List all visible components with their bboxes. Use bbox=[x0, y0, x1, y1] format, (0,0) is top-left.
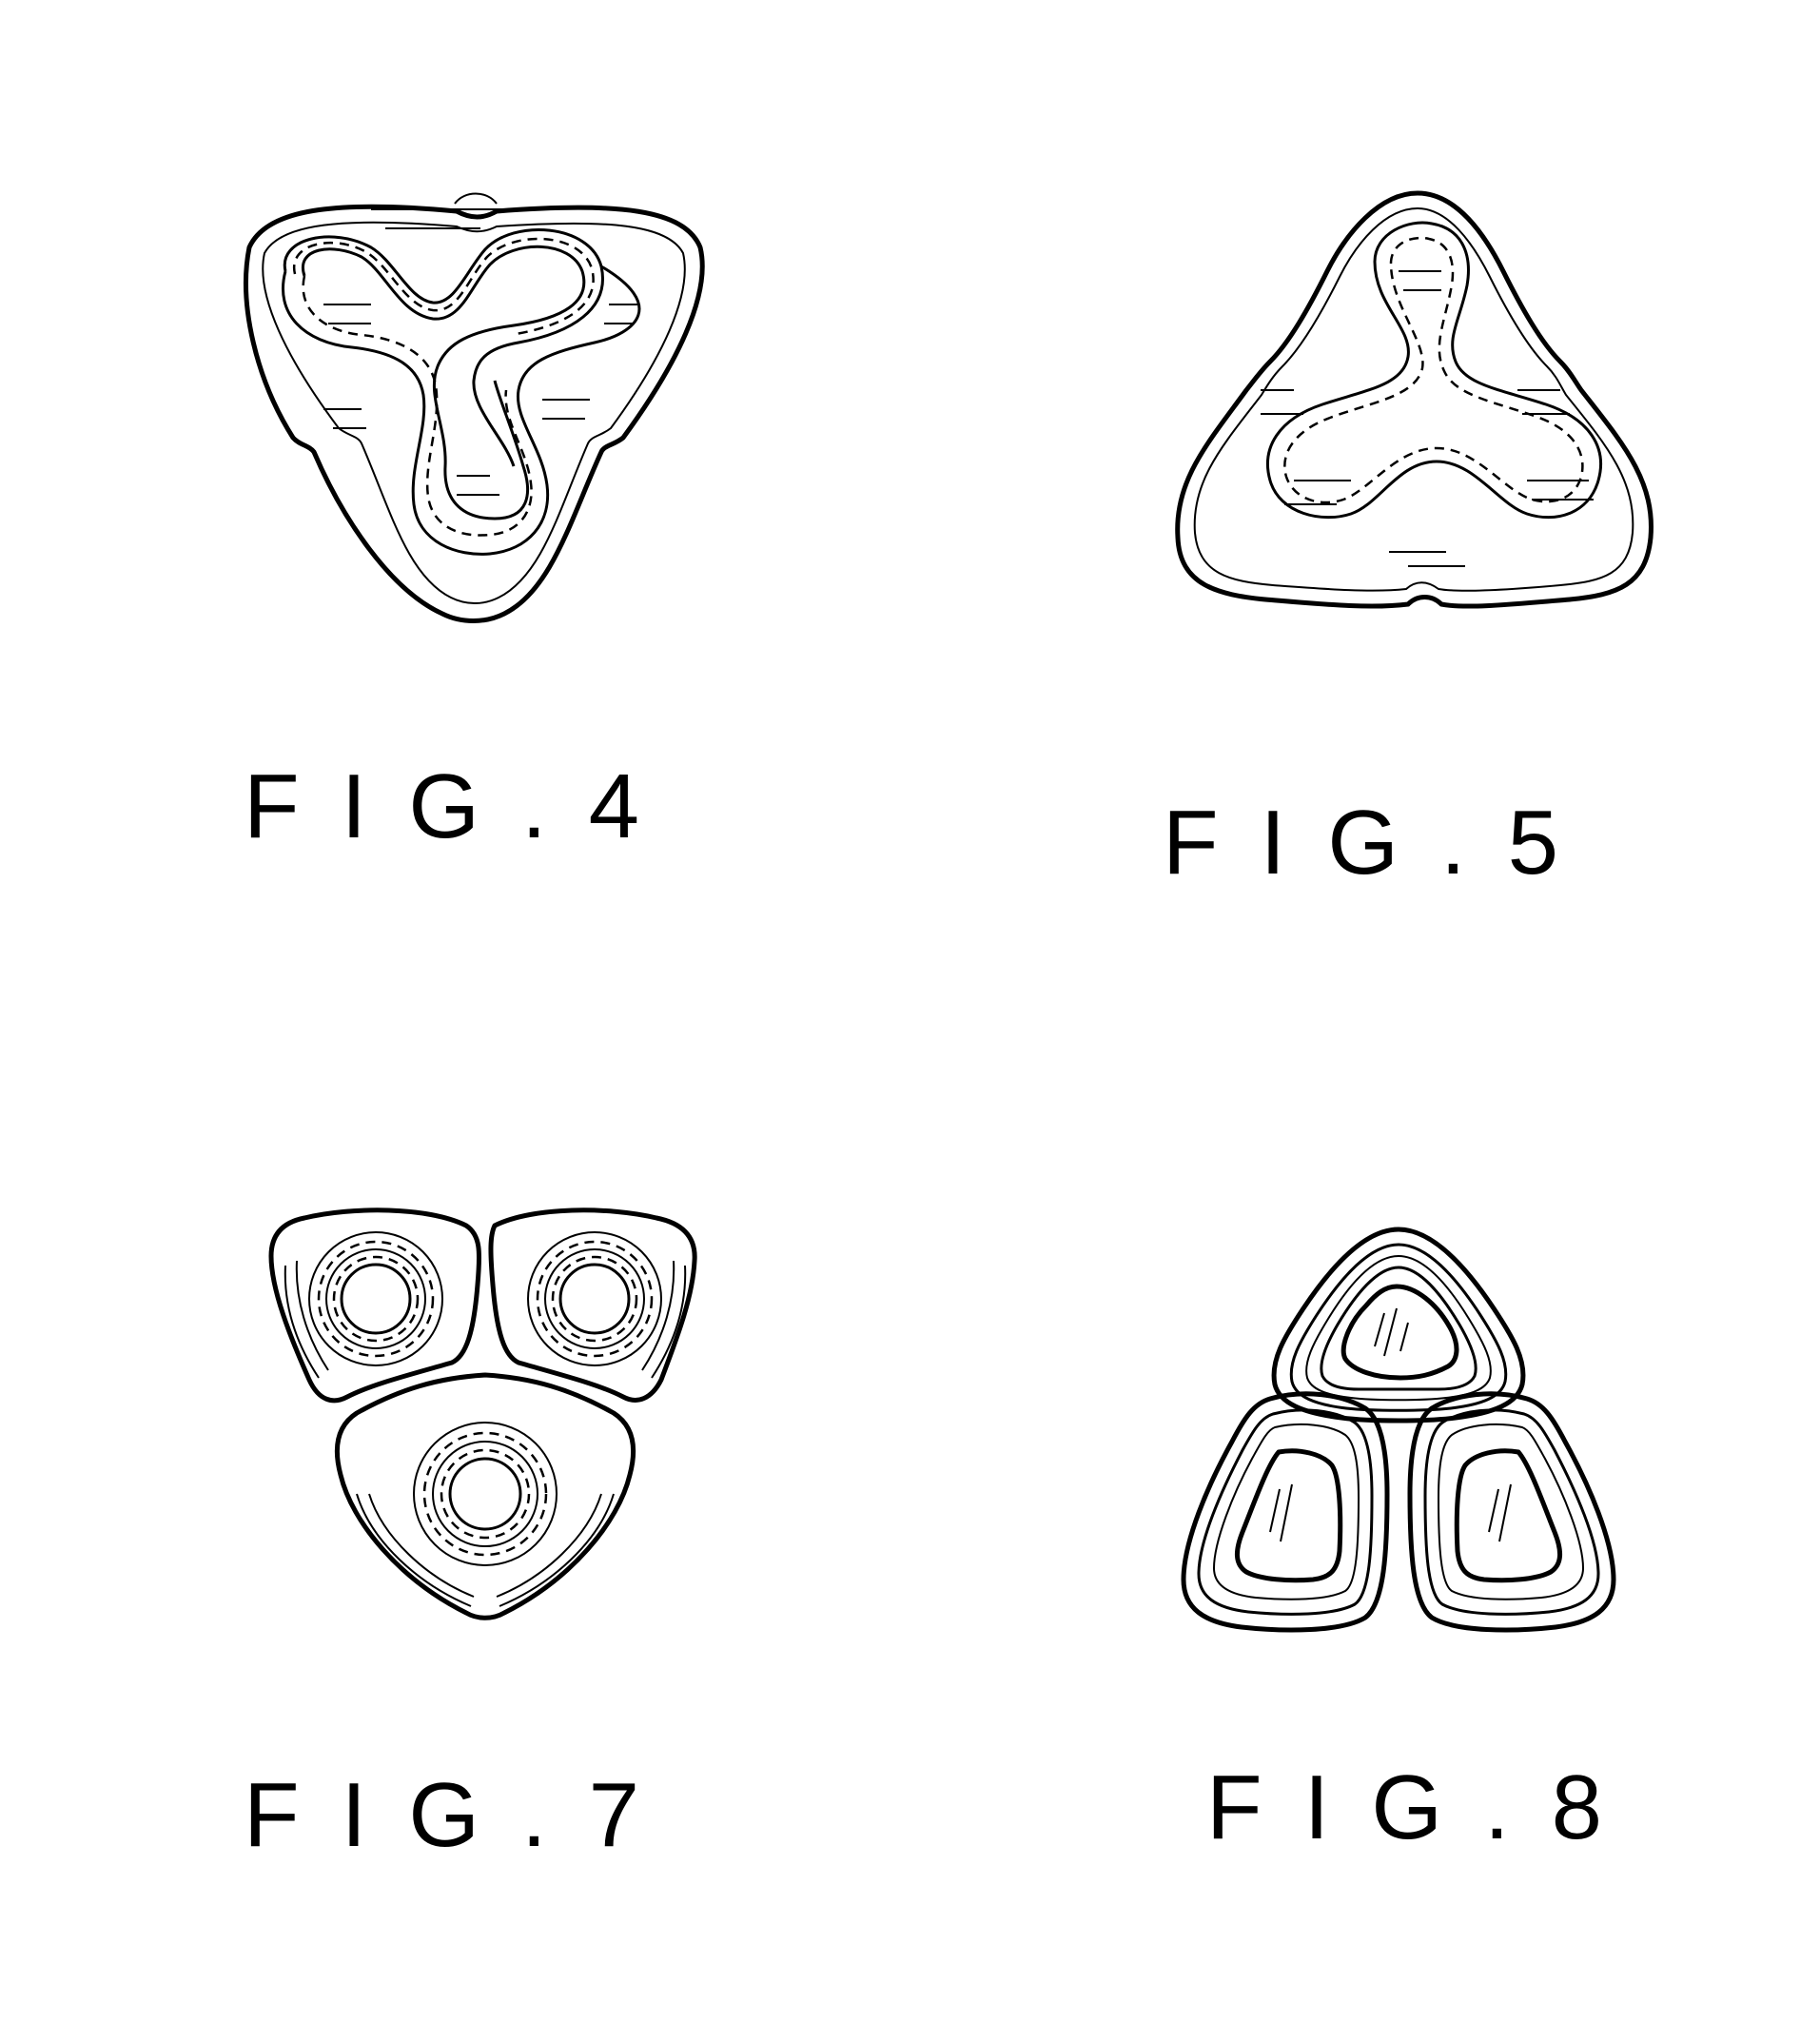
fig-8-drawing bbox=[1180, 1227, 1617, 1637]
fig-7-label: FIG.7 bbox=[244, 1770, 681, 1861]
fig-4-label: FIG.4 bbox=[244, 761, 681, 853]
fig-7-drawing bbox=[266, 1208, 704, 1627]
fig-8-label: FIG.8 bbox=[1206, 1762, 1644, 1854]
fig-5-drawing bbox=[1170, 186, 1665, 623]
fig-4-drawing bbox=[228, 190, 723, 647]
fig-5-label: FIG.5 bbox=[1163, 797, 1600, 889]
